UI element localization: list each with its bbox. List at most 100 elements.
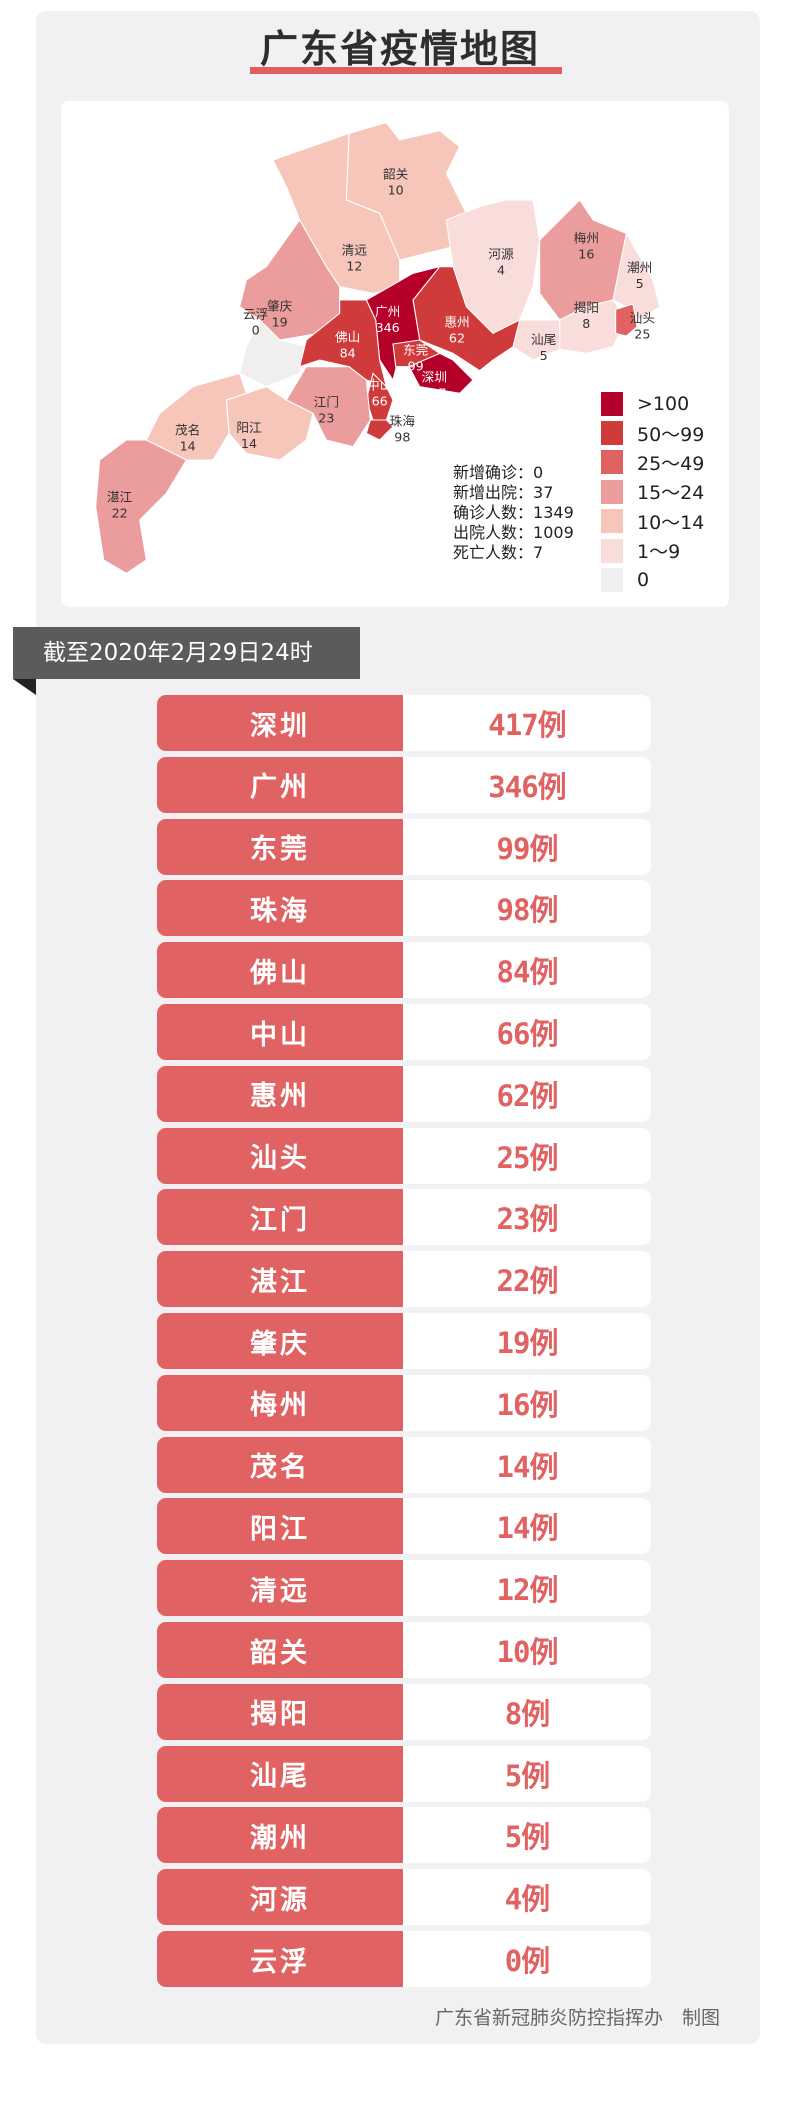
- city-row: 揭阳 8例: [157, 1683, 651, 1740]
- stat-value: 37: [533, 483, 554, 502]
- stat-separator: ：: [517, 543, 534, 562]
- stat-separator: ：: [517, 483, 534, 502]
- map-region-value: 66: [372, 393, 388, 408]
- city-row: 河源 4例: [157, 1869, 651, 1926]
- city-name: 深圳: [157, 695, 403, 751]
- city-name: 茂名: [157, 1436, 403, 1493]
- map-region-value: 16: [578, 247, 594, 262]
- city-name: 江门: [157, 1189, 403, 1246]
- map-region-value: 62: [449, 331, 465, 346]
- map-region-value: 14: [180, 439, 196, 454]
- map-region-value: 10: [388, 183, 404, 198]
- city-row: 梅州 16例: [157, 1374, 651, 1431]
- city-row: 潮州 5例: [157, 1807, 651, 1864]
- legend-swatch: [601, 509, 623, 534]
- city-name: 河源: [157, 1869, 403, 1926]
- title-underline: [250, 67, 562, 74]
- map-region-name: 汕头: [630, 311, 655, 326]
- legend-label: 50～99: [637, 423, 705, 446]
- city-name: 珠海: [157, 880, 403, 937]
- date-banner: 截至2020年2月29日24时: [13, 627, 360, 679]
- legend-label: 10～14: [637, 511, 705, 534]
- legend-label: 1～9: [637, 541, 681, 564]
- legend-swatch: [601, 450, 623, 475]
- city-row: 湛江 22例: [157, 1251, 651, 1308]
- city-count: 8例: [504, 1696, 550, 1731]
- city-count: 12例: [496, 1573, 559, 1608]
- map-region: [365, 419, 394, 441]
- map-region-name: 惠州: [444, 315, 469, 330]
- city-name: 广州: [157, 756, 403, 813]
- map-region-name: 江门: [314, 395, 339, 410]
- map-region-value: 98: [394, 429, 410, 444]
- legend-item: 15～24: [601, 477, 704, 506]
- stat-value: 7: [533, 543, 544, 562]
- map-region-name: 广州: [375, 304, 400, 319]
- map-region-name: 汕尾: [531, 332, 556, 347]
- map-region-name: 梅州: [574, 231, 599, 246]
- map-region-value: 5: [636, 276, 644, 291]
- city-name: 汕头: [157, 1127, 403, 1184]
- city-row: 广州 346例: [157, 756, 651, 813]
- city-name: 潮州: [157, 1807, 403, 1864]
- map-region-value: 22: [112, 505, 128, 520]
- city-name: 清远: [157, 1560, 403, 1617]
- stat-separator: ：: [517, 503, 534, 522]
- legend-swatch: [601, 568, 623, 593]
- city-count: 99例: [496, 831, 559, 866]
- city-row: 深圳 417例: [157, 695, 651, 751]
- map-region-name: 河源: [488, 247, 514, 262]
- stat-item: 死亡人数：7: [453, 543, 574, 563]
- map-region-value: 19: [272, 315, 288, 330]
- map-region-name: 中山: [367, 377, 392, 392]
- legend-swatch: [601, 479, 623, 504]
- map-region-value: 346: [376, 320, 400, 335]
- map-region-name: 珠海: [390, 413, 416, 428]
- city-row: 汕尾 5例: [157, 1745, 651, 1802]
- stat-label: 死亡人数: [453, 543, 518, 562]
- city-count: 19例: [496, 1326, 559, 1360]
- map-region-name: 清远: [342, 243, 368, 258]
- city-name: 中山: [157, 1004, 403, 1060]
- city-count: 16例: [496, 1387, 559, 1422]
- map-region-name: 阳江: [236, 420, 262, 435]
- city-name: 阳江: [157, 1498, 403, 1555]
- map-region-name: 茂名: [175, 423, 200, 438]
- map-region-value: 417: [422, 385, 446, 400]
- city-name: 惠州: [157, 1065, 403, 1122]
- map-region: [615, 303, 638, 337]
- city-count: 66例: [496, 1017, 559, 1051]
- city-name: 东莞: [157, 818, 403, 875]
- city-row: 阳江 14例: [157, 1498, 651, 1555]
- legend-label: 0: [637, 569, 650, 592]
- map-legend: >100 50～99 25～49 15～24 10～14 1～9 0: [601, 389, 704, 595]
- city-count: 4例: [504, 1882, 550, 1917]
- legend-item: 50～99: [601, 418, 704, 447]
- stat-label: 新增确诊: [453, 463, 518, 482]
- map-region-value: 5: [540, 348, 548, 363]
- map-region-name: 韶关: [383, 167, 409, 182]
- city-count: 5例: [504, 1758, 550, 1793]
- city-count: 98例: [496, 893, 559, 928]
- page-title: 广东省疫情地图: [259, 27, 540, 71]
- stat-item: 确诊人数：1349: [453, 503, 574, 523]
- legend-item: 1～9: [601, 536, 704, 565]
- map-region-value: 4: [497, 263, 505, 278]
- map-region: [225, 386, 314, 461]
- stat-item: 新增确诊：0: [453, 463, 574, 483]
- stat-value: 0: [533, 463, 544, 482]
- city-row: 江门 23例: [157, 1189, 651, 1246]
- map-region-name: 湛江: [107, 489, 133, 504]
- city-row: 肇庆 19例: [157, 1313, 651, 1369]
- map-region: [408, 352, 474, 394]
- city-row: 茂名 14例: [157, 1436, 651, 1493]
- stat-label: 新增出院: [453, 483, 518, 502]
- city-row: 汕头 25例: [157, 1127, 651, 1184]
- city-row: 中山 66例: [157, 1004, 651, 1060]
- city-name: 汕尾: [157, 1745, 403, 1802]
- stat-label: 确诊人数: [453, 503, 518, 522]
- map-region-name: 佛山: [335, 329, 360, 344]
- legend-label: 25～49: [637, 452, 705, 475]
- legend-label: >100: [637, 392, 690, 415]
- map-region-name: 云浮: [243, 307, 268, 322]
